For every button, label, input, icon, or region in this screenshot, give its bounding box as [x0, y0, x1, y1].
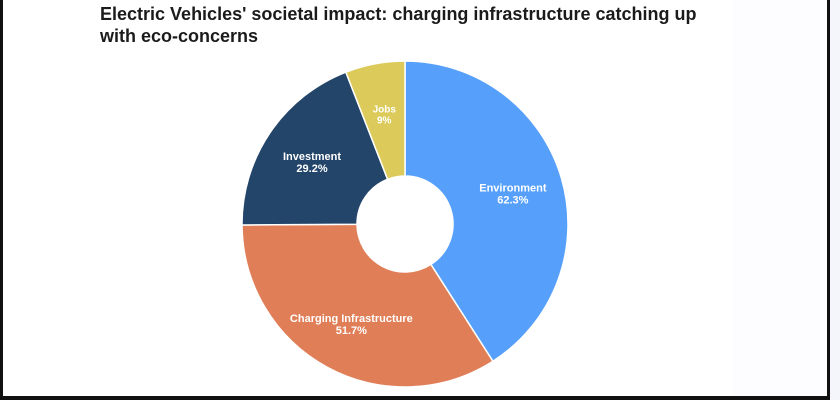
category-label: Charging Infrastructure — [290, 313, 413, 325]
value-label: 51.7% — [336, 325, 367, 337]
category-label: Jobs — [373, 105, 397, 116]
slice-investment — [241, 71, 389, 226]
right-panel — [733, 0, 827, 400]
value-label: 29.2% — [296, 163, 327, 175]
slice-jobs — [344, 60, 406, 181]
category-label: Environment — [479, 182, 547, 194]
slice-charging-infrastructure — [241, 223, 494, 388]
chart-title: Electric Vehicles' societal impact: char… — [100, 4, 697, 46]
right-edge-strip — [830, 0, 840, 400]
value-label: 9% — [377, 116, 392, 127]
category-label: Investment — [283, 151, 341, 163]
slice-environment — [404, 60, 569, 363]
value-label: 62.3% — [497, 194, 528, 206]
bottom-border — [0, 396, 830, 400]
right-border — [827, 0, 830, 400]
left-border — [0, 0, 3, 400]
